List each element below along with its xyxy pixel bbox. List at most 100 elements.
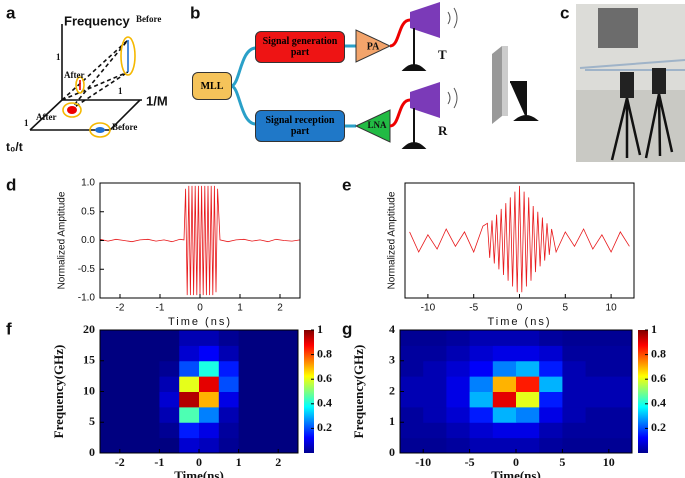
heat-cell [539, 345, 563, 362]
heat-cell [199, 406, 220, 423]
heat-cell [179, 406, 200, 423]
heat-cell [469, 345, 494, 362]
heat-cell [423, 345, 447, 362]
heat-cell [199, 437, 220, 454]
heat-cell [100, 437, 121, 454]
heat-cell [139, 422, 160, 439]
heat-cell [159, 437, 180, 454]
heat-cell [119, 376, 141, 392]
colorbar-tick-label: 0.4 [651, 396, 666, 410]
heat-cell [179, 437, 200, 454]
heat-cell [179, 360, 200, 377]
node-label: PA [367, 41, 380, 52]
colorbar-tick-label: 0.2 [651, 420, 666, 434]
x-axis-label: Time (ns) [487, 316, 551, 328]
heat-cell [469, 376, 494, 392]
heat-cell [539, 391, 563, 408]
heat-cell [278, 422, 299, 439]
x-tick-label: 0 [513, 455, 519, 469]
heat-cell [585, 376, 610, 392]
heat-cell [492, 406, 517, 423]
colorbar-tick-label: 0.8 [651, 346, 666, 360]
heat-cell [238, 360, 259, 377]
heat-cell [278, 330, 299, 346]
x-tick-label: 1 [237, 303, 243, 314]
line [99, 185, 301, 296]
heat-cell [400, 406, 424, 423]
heat-cell [238, 391, 259, 408]
heat-cell [100, 345, 121, 362]
heat-cell [585, 330, 610, 346]
y-tick-label: 2 [389, 383, 395, 397]
x-axis-label: Time (ns) [168, 316, 232, 328]
heat-cell [492, 437, 517, 454]
heat-cell [258, 406, 279, 423]
heat-cell [585, 360, 610, 377]
panel-label: a [6, 3, 16, 22]
node-box: MLL [192, 72, 232, 100]
heat-cell [179, 422, 200, 439]
axis-label: t₀/t [6, 140, 23, 154]
x-tick-label: 10 [603, 455, 615, 469]
annotation: After [36, 112, 56, 122]
y-tick-label: 15 [83, 353, 95, 367]
x-tick-label: 1 [236, 455, 242, 469]
x-tick-label: 0 [197, 303, 203, 314]
heat-cell [159, 330, 180, 346]
y-tick-label: -1.0 [78, 293, 96, 304]
heat-cell [100, 391, 121, 408]
x-axis-label: Time(ns) [491, 468, 541, 478]
colorbar [638, 330, 648, 453]
heat-cell [423, 330, 447, 346]
heat-cell [446, 422, 471, 439]
heat-cell [199, 422, 220, 439]
heat-cell [608, 406, 633, 423]
heat-cell [159, 422, 180, 439]
photo [576, 4, 685, 162]
heat-cell [492, 391, 517, 408]
heat-cell [179, 376, 200, 392]
heat-cell [199, 330, 220, 346]
annotation: Before [136, 14, 161, 24]
line [409, 185, 630, 293]
heat-cell [278, 360, 299, 377]
heat-cell [608, 330, 633, 346]
heat-cell [516, 345, 540, 362]
x-tick-label: -2 [115, 455, 125, 469]
node-label: R [438, 123, 448, 138]
heat-cell [423, 422, 447, 439]
tick-label: 1 [24, 118, 29, 128]
y-tick-label: -0.5 [78, 264, 96, 275]
heat-cell [585, 345, 610, 362]
heat-cell [423, 360, 447, 377]
heat-cell [423, 376, 447, 392]
heat-cell [218, 345, 240, 362]
y-tick-label: 1.0 [81, 178, 95, 189]
heat-cell [446, 330, 471, 346]
heat-cell [179, 345, 200, 362]
heat-cell [238, 330, 259, 346]
y-axis-label: Frequency(GHz) [351, 345, 366, 439]
x-tick-label: 5 [563, 303, 569, 314]
x-tick-label: 0 [196, 455, 202, 469]
heat-cell [139, 406, 160, 423]
heat-cell [100, 376, 121, 392]
x-tick-label: -5 [469, 303, 478, 314]
heat-cell [238, 406, 259, 423]
annotation: Before [112, 122, 137, 132]
colorbar-tick-label: 0.6 [651, 371, 666, 385]
x-tick-label: 2 [277, 303, 283, 314]
heat-cell [469, 422, 494, 439]
heat-cell [585, 437, 610, 454]
heat-cell [218, 437, 240, 454]
heat-cell [199, 360, 220, 377]
diagram-b [230, 2, 539, 149]
heat-cell [278, 391, 299, 408]
heat-cell [139, 437, 160, 454]
diagram-a [29, 24, 142, 138]
y-tick-label: 20 [83, 322, 95, 336]
heat-cell [159, 406, 180, 423]
heat-cell [278, 345, 299, 362]
heat-cell [258, 330, 279, 346]
